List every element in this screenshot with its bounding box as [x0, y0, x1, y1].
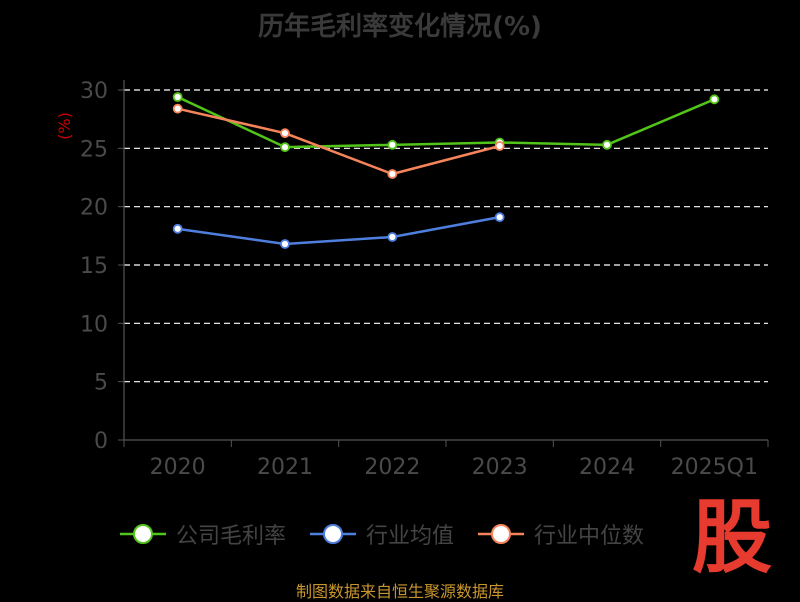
y-tick-label: 15 — [80, 254, 108, 279]
data-point[interactable] — [494, 141, 505, 151]
x-tick-label: 2020 — [150, 455, 206, 480]
data-point[interactable] — [280, 128, 290, 139]
legend-marker-icon — [478, 524, 525, 544]
series-line-2 — [177, 107, 500, 176]
legend-label: 行业中位数 — [534, 524, 645, 549]
source-note: 制图数据来自恒生聚源数据库 — [295, 582, 504, 601]
legend-label: 行业均值 — [366, 524, 455, 549]
y-tick-label: 25 — [80, 137, 108, 162]
legend-label: 公司毛利率 — [176, 524, 287, 549]
x-tick-label: 2025Q1 — [671, 455, 758, 480]
brand-logo: 股 — [692, 491, 772, 584]
data-point[interactable] — [172, 92, 183, 102]
legend-item-company[interactable]: 公司毛利率 — [118, 518, 286, 550]
data-point[interactable] — [172, 103, 183, 114]
y-tick-label: 30 — [80, 79, 108, 104]
legend-item-industry-median[interactable]: 行业中位数 — [476, 518, 644, 550]
y-tick-label: 20 — [80, 196, 108, 221]
chart-title: 历年毛利率变化情况(%) — [258, 12, 542, 42]
data-point[interactable] — [280, 239, 290, 249]
data-point[interactable] — [387, 169, 398, 179]
legend-item-industry-mean[interactable]: 行业均值 — [308, 518, 454, 550]
x-tick-label: 2024 — [579, 455, 635, 480]
y-axis-label: (%) — [55, 112, 74, 140]
data-point[interactable] — [387, 139, 398, 150]
series-line-0 — [177, 95, 715, 149]
y-tick-label: 0 — [94, 429, 108, 454]
y-tick-label: 10 — [80, 312, 108, 337]
data-point[interactable] — [494, 212, 505, 223]
data-point[interactable] — [172, 223, 183, 234]
data-point[interactable] — [709, 94, 720, 105]
legend-marker-icon — [310, 524, 357, 544]
legend: 公司毛利率 行业均值 行业中位数 — [118, 518, 666, 550]
legend-marker-icon — [120, 524, 166, 544]
y-tick-label: 5 — [94, 371, 108, 396]
data-point[interactable] — [387, 232, 398, 242]
x-tick-label: 2022 — [364, 455, 420, 480]
x-tick-label: 2023 — [472, 455, 528, 480]
x-tick-label: 2021 — [257, 455, 313, 480]
data-point[interactable] — [602, 139, 612, 150]
data-point[interactable] — [280, 142, 290, 153]
series-line-1 — [177, 215, 500, 246]
